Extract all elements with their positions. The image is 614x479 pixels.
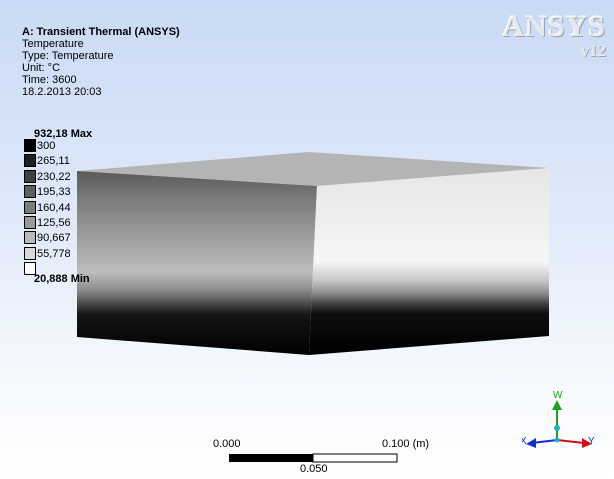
legend-swatch bbox=[24, 139, 36, 152]
triad-w-label: W bbox=[553, 390, 563, 401]
legend-swatch bbox=[24, 231, 36, 245]
ansys-logo: ANSYS v12 bbox=[502, 10, 607, 60]
legend-label: 300 bbox=[37, 140, 56, 152]
result-time: Time: 3600 bbox=[22, 74, 77, 86]
legend-label: 265,11 bbox=[37, 155, 70, 168]
triad-y-label: Y bbox=[588, 436, 595, 447]
legend-label: 90,667 bbox=[37, 232, 71, 245]
logo-version: v12 bbox=[580, 41, 607, 60]
model-top-face bbox=[77, 152, 549, 186]
result-type: Type: Temperature bbox=[22, 50, 114, 62]
result-date: 18.2.2013 20:03 bbox=[22, 86, 102, 98]
model-right-face bbox=[309, 168, 549, 355]
legend-swatch bbox=[24, 185, 36, 199]
analysis-title: A: Transient Thermal (ANSYS) bbox=[22, 26, 180, 38]
legend-swatch bbox=[24, 262, 36, 276]
triad-x-label: X bbox=[522, 436, 527, 447]
logo-name: ANSYS bbox=[502, 10, 606, 43]
legend-swatch bbox=[24, 200, 36, 214]
legend-swatch bbox=[24, 216, 36, 229]
legend-label: 230,22 bbox=[37, 170, 71, 183]
axis-triad[interactable]: W Y X bbox=[522, 388, 602, 458]
legend-label: 55,778 bbox=[37, 247, 71, 260]
legend-swatch bbox=[24, 169, 36, 183]
model-left-face bbox=[77, 171, 317, 355]
legend-swatch bbox=[24, 154, 36, 168]
legend-min-label: 20,888 Min bbox=[34, 273, 90, 285]
result-name: Temperature bbox=[22, 38, 84, 50]
legend-label: 160,44 bbox=[37, 201, 71, 214]
legend-label: 125,56 bbox=[37, 217, 71, 229]
legend-label: 195,33 bbox=[37, 186, 71, 199]
legend-max-label: 932,18 Max bbox=[34, 128, 93, 140]
result-info: A: Transient Thermal (ANSYS) Temperature… bbox=[22, 26, 180, 98]
result-unit: Unit: °C bbox=[22, 62, 61, 74]
legend-swatch bbox=[24, 246, 36, 260]
